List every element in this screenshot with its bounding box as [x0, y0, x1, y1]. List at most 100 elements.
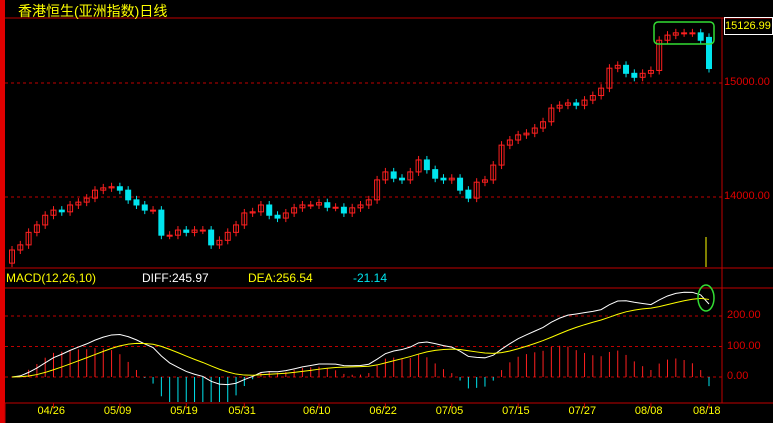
price-axis-label: 14000.00 [724, 190, 770, 202]
candle-up [664, 34, 671, 41]
candle-up [481, 179, 488, 183]
candle-up [216, 239, 223, 246]
candle-down [390, 171, 397, 179]
candle-up [233, 224, 240, 233]
candle-up [647, 69, 654, 74]
candle-down [274, 214, 281, 219]
candle-up [365, 199, 372, 206]
candle-down [340, 206, 347, 214]
candle-down [697, 32, 704, 41]
candle-down [158, 209, 165, 236]
candle-up [241, 212, 248, 226]
candle-up [25, 231, 32, 246]
diff-label: DIFF:245.97 [142, 271, 209, 285]
candle-up [17, 244, 24, 251]
candle-up [108, 186, 115, 189]
candle-up [33, 224, 40, 233]
candle-up [681, 32, 688, 35]
macd-axis-label: 200.00 [727, 309, 761, 321]
candle-up [349, 207, 356, 214]
candle-down [183, 229, 190, 233]
candle-down [133, 199, 140, 206]
candle-up [174, 229, 181, 236]
candle-up [357, 204, 364, 209]
macd-axis-label: 100.00 [727, 339, 761, 352]
candle-up [490, 164, 497, 181]
candle-up [50, 209, 57, 216]
chart-title: 香港恒生(亚洲指数)日线 [18, 3, 168, 19]
candle-up [9, 249, 15, 264]
candle-up [374, 179, 381, 201]
candle-up [282, 212, 289, 219]
candle-up [249, 211, 256, 214]
candle-up [67, 204, 74, 213]
candle-up [523, 132, 530, 136]
dea-line [11, 297, 710, 378]
candle-down [440, 177, 447, 181]
candle-down [457, 177, 464, 191]
candle-down [398, 177, 405, 181]
candle-up [291, 207, 298, 214]
x-axis-label: 06/22 [369, 405, 397, 417]
x-axis-label: 07/15 [502, 405, 530, 417]
left-border [0, 0, 5, 423]
candle-up [307, 204, 314, 207]
candle-down [573, 102, 580, 106]
candle-up [150, 209, 157, 212]
candle-up [166, 234, 173, 237]
x-axis-label: 06/10 [303, 405, 331, 417]
candle-up [224, 231, 231, 241]
x-axis-label: 08/08 [634, 405, 663, 417]
candle-up [83, 197, 90, 203]
macd-value-label: -21.14 [353, 271, 388, 285]
last-price-label: 15126.99 [724, 17, 773, 35]
candle-up [614, 64, 621, 69]
macd-params-label: MACD(12,26,10) [6, 271, 97, 285]
candle-up [199, 229, 206, 232]
candle-down [631, 72, 638, 78]
candle-up [91, 189, 98, 199]
x-axis-label: 05/09 [103, 405, 132, 417]
candle-up [473, 181, 480, 199]
macd-axis-label: 0.00 [727, 370, 749, 382]
candle-up [515, 134, 522, 141]
candle-down [208, 229, 215, 246]
dea-label: DEA:256.54 [248, 271, 313, 285]
x-axis-label: 07/05 [435, 405, 464, 417]
candle-up [382, 171, 389, 181]
candle-up [415, 159, 422, 173]
candle-up [407, 171, 414, 181]
candle-up [656, 39, 663, 71]
candle-up [191, 229, 198, 233]
candle-down [623, 64, 630, 74]
x-axis-label: 05/31 [228, 405, 256, 417]
price-axis-label: 15000.00 [724, 76, 770, 88]
candle-up [332, 206, 339, 209]
x-axis-label: 04/26 [37, 405, 66, 417]
candle-down [423, 159, 430, 171]
candle-down [58, 209, 65, 213]
highlight-box [653, 21, 715, 45]
x-axis-label: 08/18 [693, 405, 721, 417]
diff-line [11, 291, 710, 386]
candle-up [598, 87, 605, 97]
highlight-ellipse [697, 284, 715, 312]
candle-down [432, 169, 439, 179]
candle-up [606, 67, 613, 89]
x-axis-label: 07/27 [568, 405, 597, 417]
candle-down [465, 189, 472, 199]
candle-up [564, 102, 571, 106]
candle-up [316, 202, 323, 206]
candle-up [589, 95, 596, 101]
candle-up [581, 99, 588, 106]
candle-up [639, 72, 646, 78]
candle-up [672, 32, 679, 36]
candle-up [498, 144, 505, 166]
x-axis-label: 05/19 [170, 405, 198, 417]
candle-up [42, 214, 49, 226]
candle-down [141, 204, 148, 211]
candle-down [706, 36, 712, 70]
candle-up [689, 32, 696, 35]
candle-down [116, 186, 123, 191]
candle-up [299, 204, 306, 209]
